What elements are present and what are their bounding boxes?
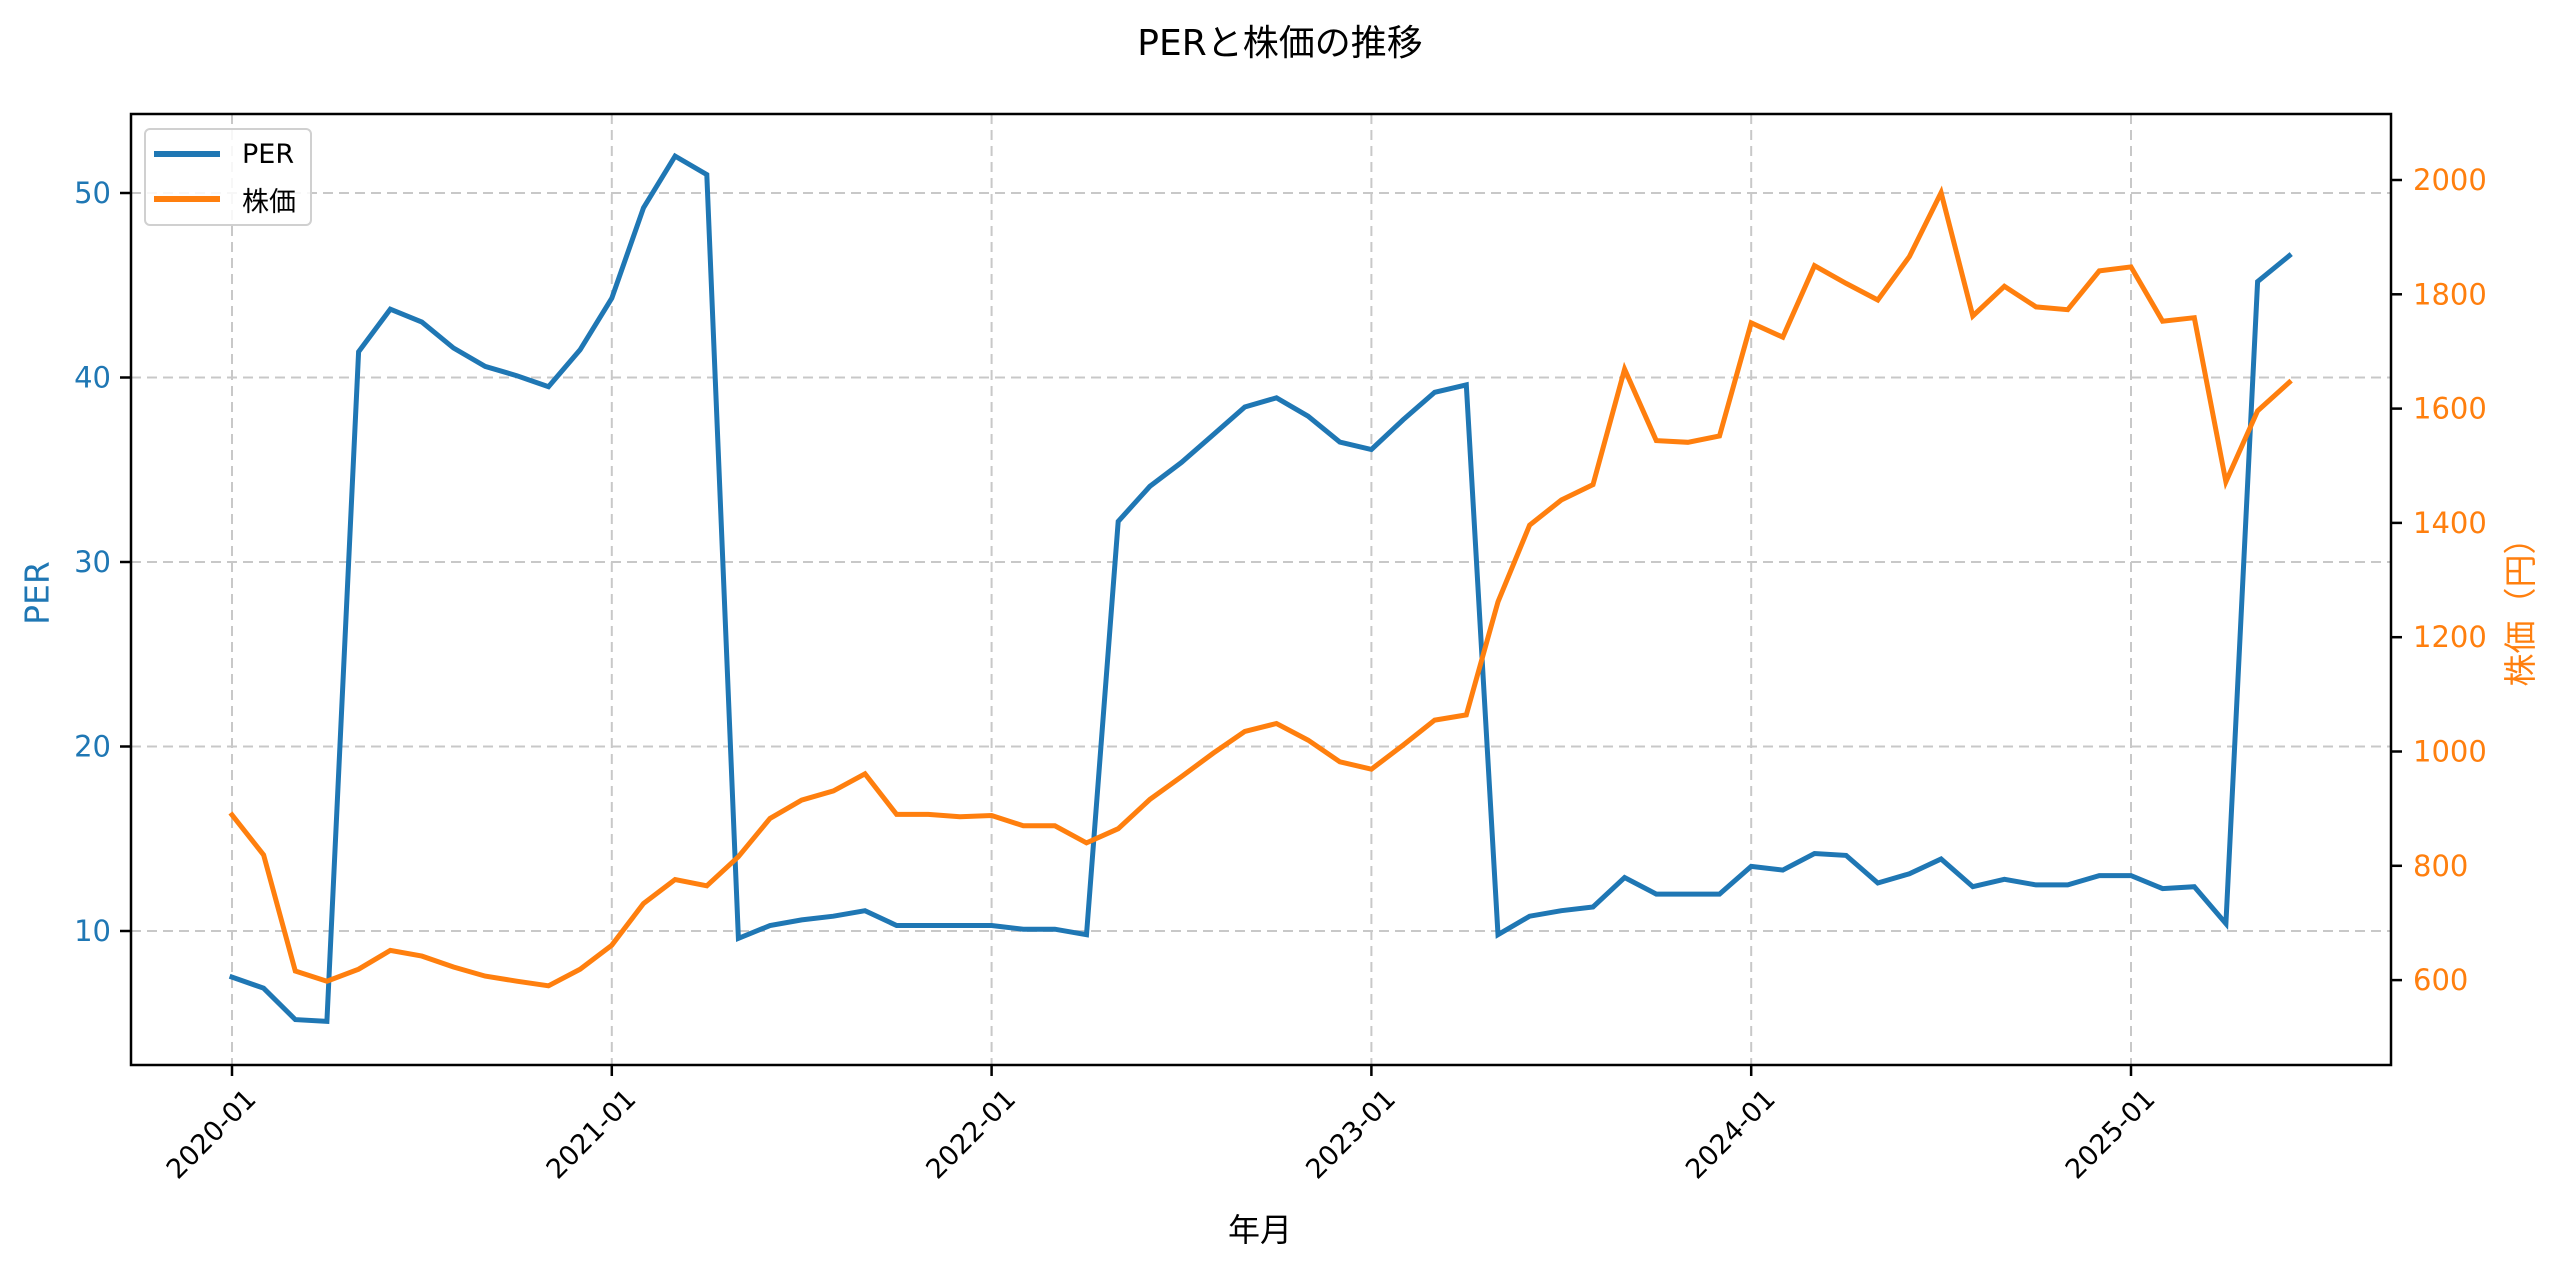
series-line-per <box>228 152 2293 1025</box>
x-tick-label: 2023-01 <box>1300 1084 1402 1186</box>
series-lines <box>228 152 2293 1025</box>
y-axis-label-right: 株価（円） <box>2501 521 2540 687</box>
y-left-tick-label: 30 <box>74 545 111 579</box>
grid-lines <box>131 114 2391 1065</box>
y-right-tick-label: 1000 <box>2413 735 2487 769</box>
legend-item-price: 株価 <box>154 179 296 219</box>
x-tick-label: 2024-01 <box>1680 1084 1782 1186</box>
legend-swatch-per <box>154 151 220 157</box>
y-right-tick-label: 1200 <box>2413 620 2487 654</box>
legend: PER 株価 <box>144 128 312 226</box>
y-left-tick-label: 50 <box>74 176 111 210</box>
x-axis-label: 年月 <box>1227 1211 1292 1249</box>
x-tick-label: 2020-01 <box>161 1084 263 1186</box>
plot-area-frame <box>129 112 2393 1067</box>
chart-title: PERと株価の推移 <box>1137 23 1423 64</box>
y-right-tick-label: 800 <box>2413 849 2468 883</box>
x-tick-label: 2025-01 <box>2060 1084 2162 1186</box>
legend-label-per: PER <box>242 138 295 170</box>
y-right-tick-label: 1800 <box>2413 277 2487 311</box>
y-right-tick-label: 1600 <box>2413 392 2487 426</box>
x-tick-label: 2021-01 <box>541 1084 643 1186</box>
y-right-tick-label: 1400 <box>2413 506 2487 540</box>
y-right-tick-label: 2000 <box>2413 163 2487 197</box>
series-line-price <box>228 185 2293 989</box>
y-left-tick-label: 40 <box>74 361 111 395</box>
legend-swatch-price <box>154 196 220 202</box>
legend-item-per: PER <box>154 134 294 174</box>
y-right-tick-label: 600 <box>2413 963 2468 997</box>
x-tick-label: 2022-01 <box>920 1084 1022 1186</box>
axis-ticks: 2020-01 2021-01 2022-01 2023-01 2024-01 2025-… <box>74 163 2487 1185</box>
y-axis-label-left: PER <box>17 561 57 625</box>
y-left-tick-label: 10 <box>74 914 111 948</box>
y-left-tick-label: 20 <box>74 730 111 764</box>
legend-label-price: 株価 <box>242 186 296 218</box>
